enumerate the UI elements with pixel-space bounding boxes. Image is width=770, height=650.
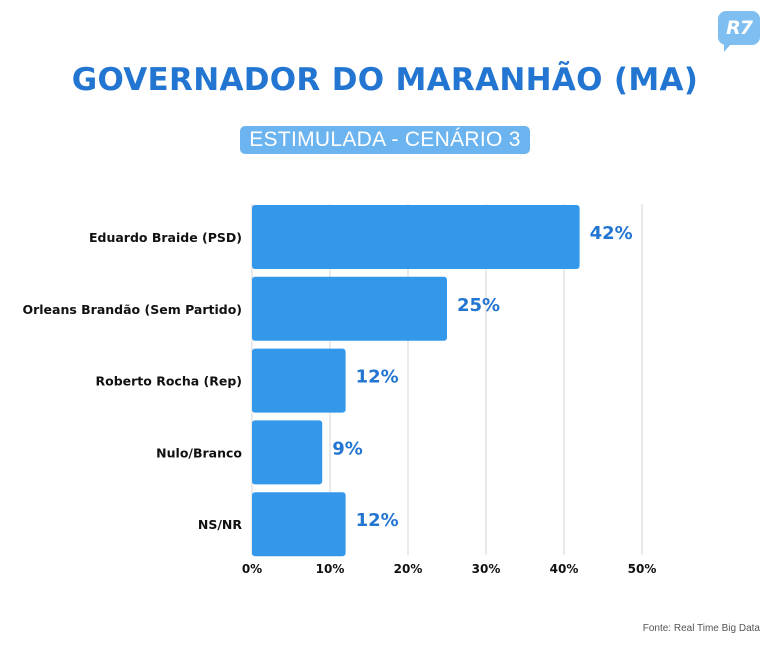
x-tick-label: 40% <box>550 562 579 576</box>
page-title: GOVERNADOR DO MARANHÃO (MA) <box>71 62 699 98</box>
category-label: Orleans Brandão (Sem Partido) <box>22 302 242 317</box>
x-tick-label: 30% <box>472 562 501 576</box>
source-note: Fonte: Real Time Big Data <box>642 623 760 634</box>
category-label: Nulo/Branco <box>156 445 242 460</box>
x-tick-label: 0% <box>242 562 262 576</box>
x-tick-label: 20% <box>394 562 423 576</box>
category-label: NS/NR <box>198 517 242 532</box>
bar <box>252 205 580 269</box>
category-label: Eduardo Braide (PSD) <box>89 230 242 245</box>
x-tick-label: 10% <box>316 562 345 576</box>
bar <box>252 348 346 413</box>
bar <box>252 420 323 485</box>
r7-logo: R7 <box>718 11 760 52</box>
subtitle-container: ESTIMULADA - CENÁRIO 3 <box>0 126 770 154</box>
value-label: 12% <box>356 510 399 531</box>
bar <box>252 276 447 341</box>
labels: 0% 10% 20% 30% 40% 50% Eduardo Braide (PSD) 42%… <box>22 223 656 576</box>
bars <box>252 205 580 557</box>
value-label: 12% <box>356 367 399 388</box>
value-label: 25% <box>457 295 500 316</box>
bar <box>252 492 346 557</box>
value-label: 9% <box>332 438 363 459</box>
x-tick-label: 50% <box>628 562 657 576</box>
value-label: 42% <box>590 223 633 244</box>
category-label: Roberto Rocha (Rep) <box>95 374 242 389</box>
subtitle-badge: ESTIMULADA - CENÁRIO 3 <box>240 126 530 154</box>
